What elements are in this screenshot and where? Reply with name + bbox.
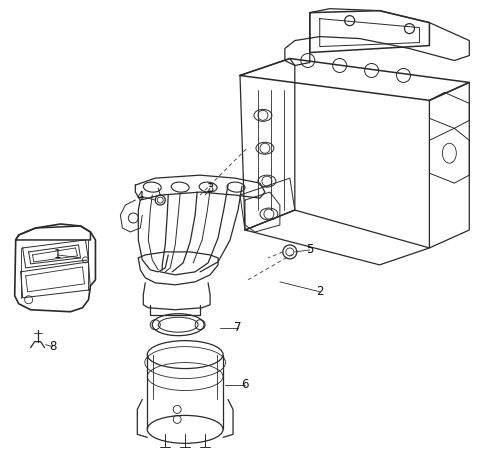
Text: 2: 2 xyxy=(316,285,324,298)
Text: 6: 6 xyxy=(241,378,249,391)
Text: 8: 8 xyxy=(49,340,56,353)
Text: 1: 1 xyxy=(54,249,61,262)
Text: 4: 4 xyxy=(136,189,144,202)
Text: 7: 7 xyxy=(234,321,242,334)
Text: 5: 5 xyxy=(306,244,313,257)
Text: 3: 3 xyxy=(206,182,214,195)
